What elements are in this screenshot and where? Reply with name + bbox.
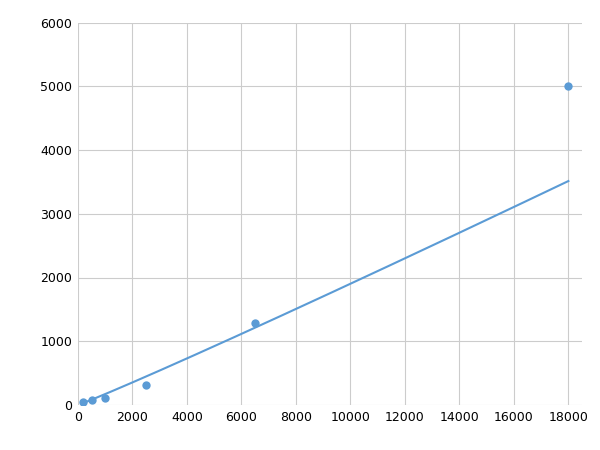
Point xyxy=(142,382,151,389)
Point xyxy=(87,396,97,404)
Point xyxy=(563,83,573,90)
Point xyxy=(250,320,260,327)
Point xyxy=(79,398,88,405)
Point xyxy=(100,394,110,401)
